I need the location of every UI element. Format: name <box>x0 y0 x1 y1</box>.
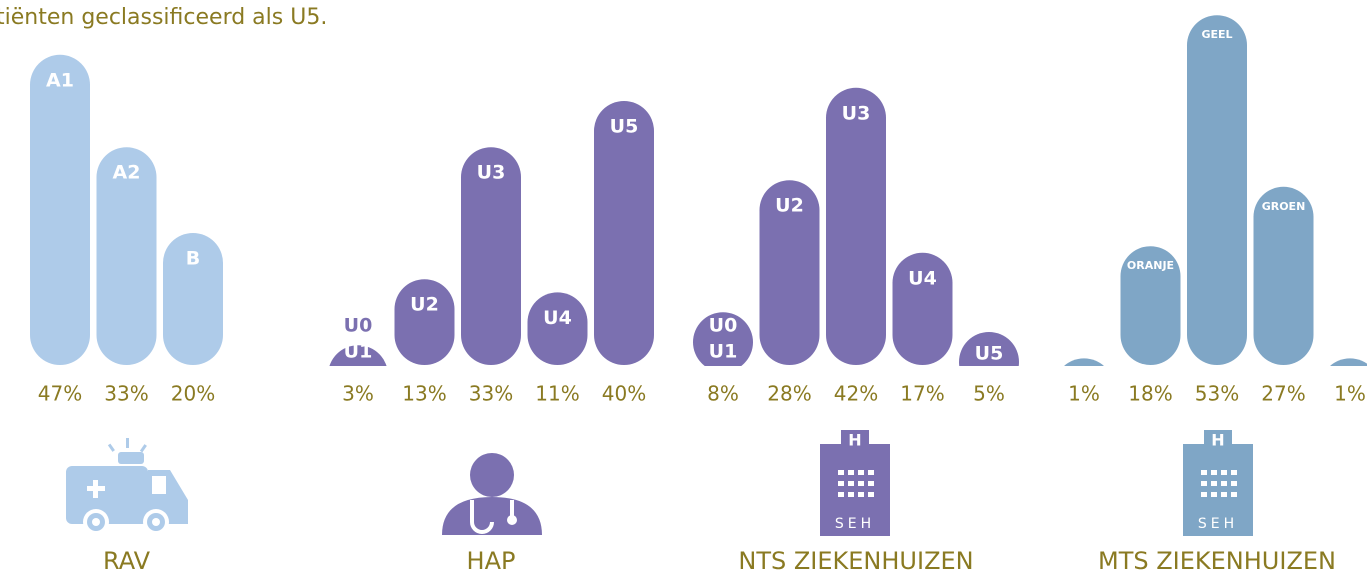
bar <box>461 147 521 365</box>
value-label: 1% <box>1068 382 1100 406</box>
bars <box>30 15 1367 366</box>
bar <box>892 252 953 365</box>
bar-label: U2 <box>775 195 804 217</box>
value-label: 20% <box>171 382 215 406</box>
bar <box>394 279 455 365</box>
ambulance-icon <box>66 438 188 535</box>
bar-label: U1 <box>344 341 373 363</box>
bar <box>1187 15 1247 365</box>
value-label: 33% <box>469 382 513 406</box>
bar <box>826 87 886 366</box>
bar <box>527 292 588 365</box>
bar-label: U5 <box>975 343 1004 365</box>
caption: tiënten geclassificeerd als U5. <box>0 5 327 30</box>
value-label: 11% <box>535 382 579 406</box>
bar <box>329 345 387 366</box>
bar <box>693 312 753 366</box>
bar-label: U4 <box>543 307 572 329</box>
bar <box>959 332 1019 366</box>
bar <box>96 147 157 365</box>
bar-label: U2 <box>410 294 439 316</box>
group-title: NTS ZIEKENHUIZEN <box>738 547 973 575</box>
group-title: MTS ZIEKENHUIZEN <box>1098 547 1336 575</box>
bar-label: GEEL <box>1201 28 1232 41</box>
bar-label: BLAUW <box>1328 347 1367 360</box>
bar <box>30 54 90 366</box>
bar-label: A1 <box>46 69 74 91</box>
value-label: 33% <box>104 382 148 406</box>
bar-label: ORANJE <box>1127 259 1174 272</box>
bar <box>1120 246 1181 365</box>
bar <box>1253 186 1314 365</box>
bar-label: U1 <box>709 341 738 363</box>
bar-label: U5 <box>610 116 639 138</box>
bar <box>163 233 223 365</box>
value-label: 28% <box>767 382 811 406</box>
value-label: 47% <box>38 382 82 406</box>
svg-text:SEH: SEH <box>1198 516 1238 532</box>
value-label: 5% <box>973 382 1005 406</box>
svg-text:SEH: SEH <box>835 516 875 532</box>
value-label: 42% <box>834 382 878 406</box>
bar <box>759 180 820 365</box>
bar <box>594 101 654 365</box>
bar-label: ROOD <box>1066 347 1102 360</box>
value-label: 17% <box>900 382 944 406</box>
value-label: 18% <box>1128 382 1172 406</box>
value-label: 13% <box>402 382 446 406</box>
group-title: HAP <box>467 547 516 575</box>
doctor-icon <box>442 453 542 535</box>
svg-text:H: H <box>848 431 861 450</box>
value-label: 8% <box>707 382 739 406</box>
svg-text:H: H <box>1211 431 1224 450</box>
bar <box>1064 358 1104 366</box>
group-title: RAV <box>103 547 151 575</box>
value-label: 3% <box>342 382 374 406</box>
value-label: 1% <box>1334 382 1366 406</box>
bar-label: B <box>186 248 200 270</box>
hospital-icon: H SEH <box>1183 430 1253 536</box>
bar-label: A2 <box>113 162 141 184</box>
bar-label: GROEN <box>1262 200 1306 213</box>
bar-label: U3 <box>842 102 871 124</box>
value-label: 27% <box>1261 382 1305 406</box>
bar-label: U3 <box>477 162 506 184</box>
bar-label: U0 <box>344 315 373 337</box>
bar-label: U0 <box>709 315 738 337</box>
value-label: 40% <box>602 382 646 406</box>
bar-label: U4 <box>908 267 937 289</box>
value-label: 53% <box>1195 382 1239 406</box>
bar <box>1330 358 1367 366</box>
hospital-icon: H SEH <box>820 430 890 536</box>
